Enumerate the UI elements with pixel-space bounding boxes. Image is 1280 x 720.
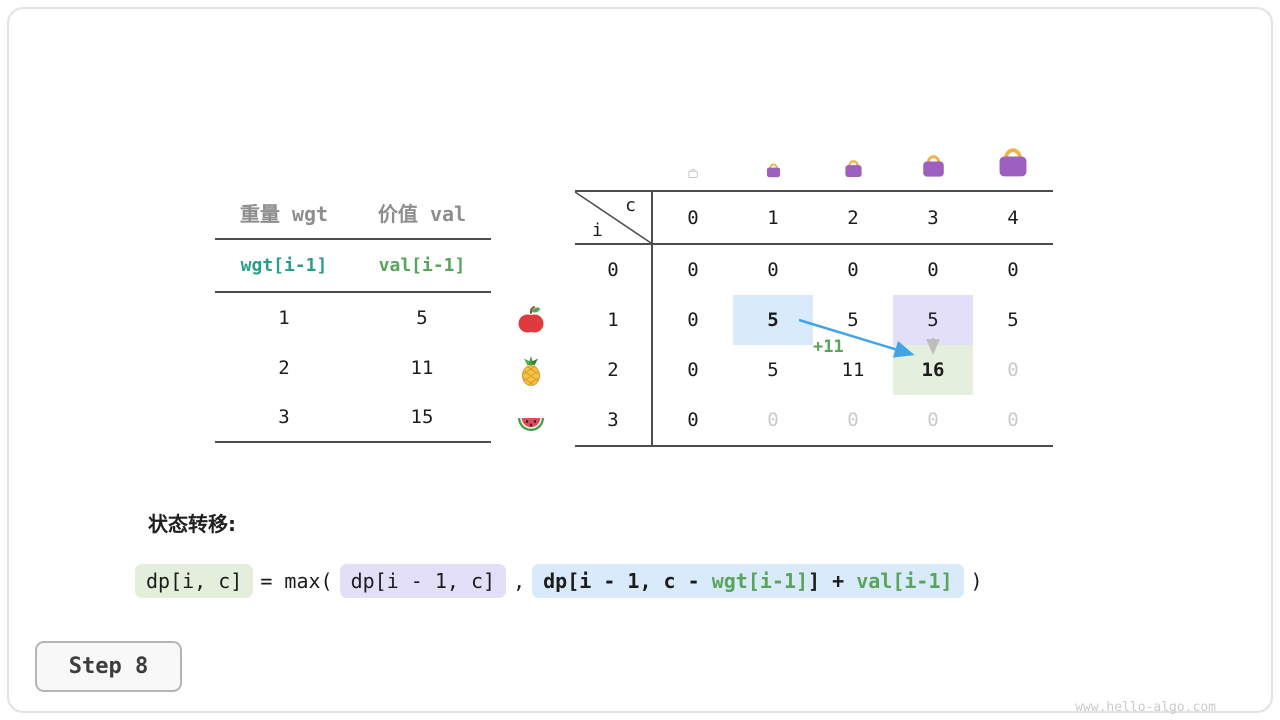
item-weight: 3	[278, 406, 290, 428]
dp-cell-r3-c3: 0	[927, 409, 939, 431]
dp-cell-r2-c2: 11	[841, 359, 865, 381]
dp-cell-r0-c1: 0	[767, 259, 779, 281]
wgt-formula-cell: wgt[i-1]	[240, 255, 328, 276]
formula-keep-term: dp[i - 1, c]	[339, 564, 507, 598]
row-axis-label: i	[592, 220, 603, 241]
dp-cell-r2-c0: 0	[687, 359, 699, 381]
transition-title: 状态转移:	[148, 512, 236, 536]
item-weight: 1	[278, 307, 290, 329]
dp-corner-cell: c i	[575, 192, 653, 245]
transition-formula: dp[i, c] = max( dp[i - 1, c] , dp[i - 1,…	[135, 561, 990, 601]
item-weight: 2	[278, 357, 290, 379]
watermark: www.hello-algo.com	[1075, 700, 1216, 715]
formula-take-middle: ] +	[808, 569, 857, 593]
formula-take-prefix: dp[i - 1, c -	[543, 569, 712, 593]
dp-cell-r1-c1-source-highlight: 5	[733, 295, 813, 345]
dp-cell-r2-c3-result-highlight: 16	[893, 345, 973, 395]
dp-cell-r3-c4: 0	[1007, 409, 1019, 431]
bag-medium-icon	[842, 157, 865, 178]
dp-cell-r3-c0: 0	[687, 409, 699, 431]
col-axis-label: c	[625, 195, 636, 216]
dp-cell-r0-c2: 0	[847, 259, 859, 281]
dp-row-header: 3	[575, 395, 653, 445]
items-table: 重量 wgt 价值 val wgt[i-1] val[i-1] 1 5 2 11…	[215, 186, 491, 443]
dp-cell-r3-c2: 0	[847, 409, 859, 431]
watermelon-icon	[515, 407, 547, 439]
formula-take-term: dp[i - 1, c - wgt[i-1]] + val[i-1]	[532, 564, 964, 598]
dp-row-header: 0	[575, 245, 653, 295]
value-column-header: 价值 val	[377, 201, 467, 226]
pineapple-icon	[515, 355, 547, 387]
dp-row-header: 1	[575, 295, 653, 345]
items-table-row: 2 11	[215, 343, 491, 393]
items-table-header: 重量 wgt 价值 val	[215, 186, 491, 240]
dp-table: c i 0 1 2 3 4 0 0 0 0 0 0 1 0 5 5 5 5 2 …	[575, 190, 1053, 447]
item-value: 11	[410, 357, 434, 379]
val-formula-cell: val[i-1]	[378, 255, 466, 276]
apple-icon	[515, 304, 547, 336]
item-value: 15	[410, 406, 434, 428]
dp-cell-r0-c4: 0	[1007, 259, 1019, 281]
formula-close-paren: )	[970, 569, 983, 593]
items-table-formula-row: wgt[i-1] val[i-1]	[215, 240, 491, 293]
dp-col-header: 4	[973, 192, 1053, 245]
formula-current-term: dp[i, c]	[135, 564, 254, 598]
dp-col-header: 0	[653, 192, 733, 245]
dp-row-header: 2	[575, 345, 653, 395]
step-indicator: Step 8	[35, 641, 182, 692]
dp-cell-r1-c0: 0	[687, 309, 699, 331]
formula-equals: = max(	[260, 569, 333, 593]
items-table-row: 3 15	[215, 393, 491, 443]
formula-wgt-term: wgt[i-1]	[711, 569, 809, 593]
formula-val-term: val[i-1]	[856, 569, 953, 593]
dp-cell-r0-c3: 0	[927, 259, 939, 281]
items-table-row: 1 5	[215, 293, 491, 343]
bag-xlarge-icon	[994, 143, 1032, 178]
dp-cell-r2-c4: 0	[1007, 359, 1019, 381]
dp-col-header: 1	[733, 192, 813, 245]
dp-cell-r1-c3-keep-highlight: 5	[893, 295, 973, 345]
bag-large-icon	[919, 151, 948, 178]
dp-cell-r0-c0: 0	[687, 259, 699, 281]
dp-cell-r2-c1: 5	[767, 359, 779, 381]
add-value-label: +11	[813, 337, 844, 357]
dp-col-header: 3	[893, 192, 973, 245]
item-value: 5	[416, 307, 428, 329]
bag-small-icon	[764, 161, 783, 178]
dp-col-header: 2	[813, 192, 893, 245]
formula-comma: ,	[513, 569, 526, 593]
weight-column-header: 重量 wgt	[239, 201, 329, 226]
dp-cell-r3-c1: 0	[767, 409, 779, 431]
bag-tiny-icon	[687, 167, 699, 178]
dp-cell-r1-c4: 5	[1007, 309, 1019, 331]
